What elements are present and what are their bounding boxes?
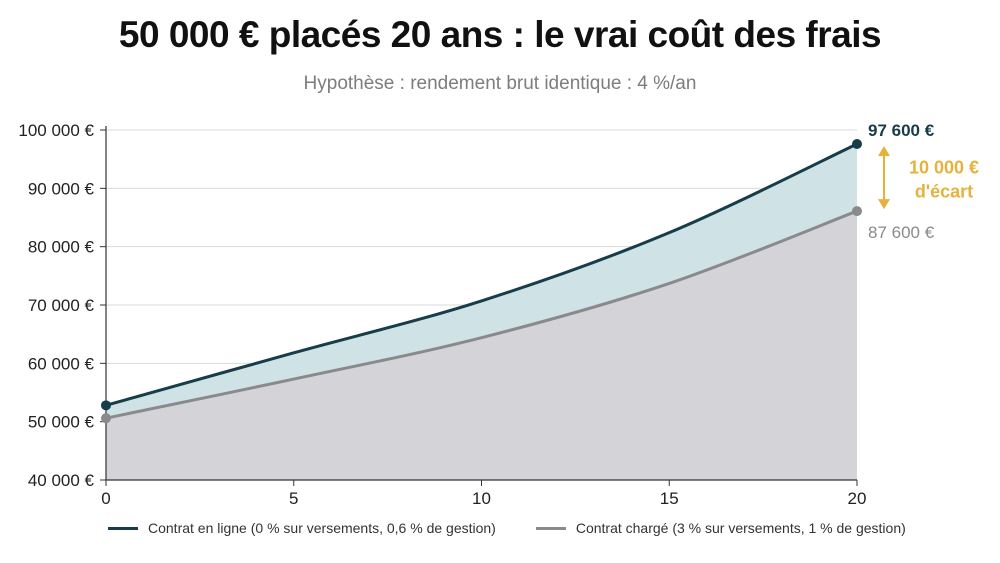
y-tick-label: 40 000 € [28, 471, 95, 490]
online-start-point [101, 400, 111, 411]
x-tick-label: 0 [101, 489, 110, 508]
legend: Contrat en ligne (0 % sur versements, 0,… [108, 520, 906, 536]
loaded-contract-line [105, 209, 858, 420]
legend-swatch-online [108, 526, 138, 530]
gap-arrow-head-down [878, 199, 890, 210]
gap-value-label: 10 000 € [909, 158, 979, 178]
legend-label-online: Contrat en ligne (0 % sur versements, 0,… [148, 520, 496, 536]
series-endpoints [101, 139, 862, 424]
chart-title: 50 000 € placés 20 ans : le vrai coût de… [118, 14, 882, 55]
y-tick-label: 100 000 € [18, 121, 94, 140]
loaded-contract-area [106, 211, 857, 481]
online-contract-line [105, 142, 858, 407]
x-tick-label: 10 [472, 489, 491, 508]
x-tick-label: 20 [848, 489, 867, 508]
y-tick-label: 90 000 € [28, 179, 95, 198]
loaded-end-point [852, 206, 862, 217]
y-tick-label: 70 000 € [28, 296, 95, 315]
end-label-online: 97 600 € [868, 121, 935, 140]
loaded-start-point [101, 413, 111, 424]
online-end-point [852, 139, 862, 149]
y-tick-label: 50 000 € [28, 413, 95, 432]
legend-item-loaded: Contrat chargé (3 % sur versements, 1 % … [535, 520, 906, 536]
x-tick-label: 5 [289, 489, 298, 508]
y-tick-label: 80 000 € [28, 238, 95, 257]
legend-label-loaded: Contrat chargé (3 % sur versements, 1 % … [575, 520, 906, 536]
y-tick-label: 60 000 € [28, 354, 95, 373]
legend-item-online: Contrat en ligne (0 % sur versements, 0,… [108, 520, 496, 536]
chart-subtitle: Hypothèse : rendement brut identique : 4… [303, 73, 697, 94]
legend-swatch-loaded [535, 526, 566, 530]
end-label-loaded: 87 600 € [868, 223, 935, 242]
gap-arrow-head-up [878, 146, 890, 156]
gap-caption-label: d'écart [915, 182, 973, 202]
x-tick-label: 15 [660, 489, 679, 508]
gap-annotation: 97 600 € 87 600 € 10 000 € d'écart [868, 121, 979, 242]
